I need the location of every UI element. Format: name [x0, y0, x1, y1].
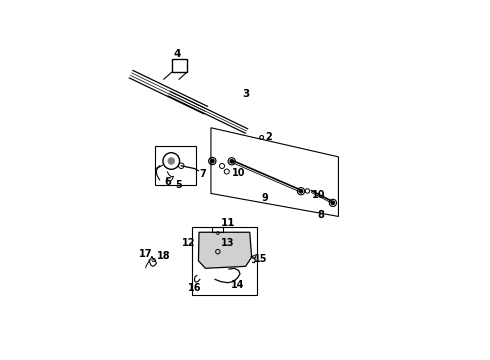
Text: 17: 17 — [139, 249, 152, 259]
Text: 5: 5 — [176, 180, 182, 190]
Text: 13: 13 — [221, 238, 235, 248]
Text: 6: 6 — [165, 177, 172, 187]
Bar — [155, 146, 196, 185]
Circle shape — [211, 159, 214, 163]
Circle shape — [331, 201, 335, 204]
Text: 12: 12 — [182, 238, 195, 248]
Text: 11: 11 — [220, 218, 235, 228]
Polygon shape — [198, 232, 252, 268]
Text: 15: 15 — [254, 254, 268, 264]
Text: 7: 7 — [199, 169, 206, 179]
Circle shape — [299, 190, 303, 193]
Bar — [192, 227, 257, 296]
Text: 10: 10 — [312, 190, 325, 200]
Text: 10: 10 — [232, 168, 245, 179]
Text: 8: 8 — [318, 210, 324, 220]
Text: 18: 18 — [157, 251, 171, 261]
Circle shape — [230, 159, 233, 163]
Circle shape — [168, 158, 174, 164]
Text: 4: 4 — [173, 49, 180, 59]
Text: 14: 14 — [230, 280, 244, 290]
Text: 3: 3 — [242, 89, 249, 99]
Text: 2: 2 — [266, 132, 272, 143]
Text: 9: 9 — [261, 193, 268, 203]
Bar — [172, 59, 187, 72]
Text: 16: 16 — [188, 283, 201, 293]
